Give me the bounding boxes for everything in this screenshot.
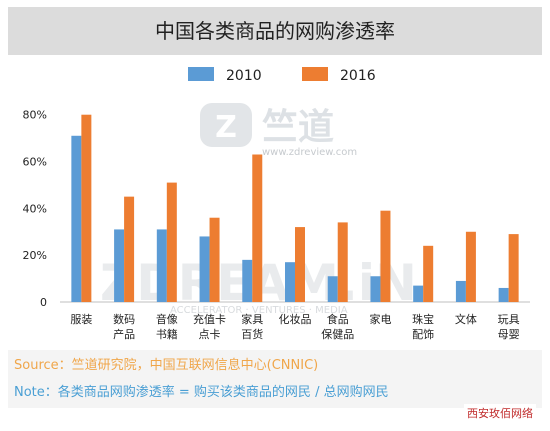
bar-2016-音像书籍 bbox=[166, 182, 177, 302]
source-note: Source：竺道研究院，中国互联网信息中心(CNNIC) bbox=[14, 358, 319, 373]
zd-logo-letter: Z bbox=[215, 110, 237, 145]
zd-logo-mark bbox=[200, 103, 252, 147]
bar-2010-玩具母婴 bbox=[498, 287, 509, 302]
bar-2010-充值卡点卡 bbox=[199, 236, 210, 302]
definition-note: Note：各类商品网购渗透率 = 购买该类商品的网民 / 总网购网民 bbox=[14, 385, 389, 400]
bar-2016-珠宝配饰 bbox=[423, 245, 434, 302]
mid-sub-watermark: ACCELERATOR · VENTURES · MEDIA bbox=[170, 305, 348, 316]
bar-2010-珠宝配饰 bbox=[413, 285, 424, 302]
x-category-label: 化妆品 bbox=[279, 312, 312, 326]
bar-chart: Z 竺道 www.zdreview.com ZDREAM.iN ACCELERA… bbox=[23, 67, 530, 341]
y-tick-label: 20% bbox=[23, 249, 47, 262]
bar-2010-家具百货 bbox=[242, 259, 253, 302]
title-bar: 中国各类商品的网购渗透率 bbox=[8, 7, 542, 55]
x-category-label: 充值卡点卡 bbox=[193, 312, 226, 341]
x-category-label: 家电 bbox=[369, 312, 391, 326]
bar-2016-数码产品 bbox=[124, 196, 135, 302]
legend-label-2010: 2010 bbox=[226, 68, 262, 84]
bar-2016-家具百货 bbox=[252, 154, 263, 302]
bars bbox=[71, 114, 519, 302]
bar-2016-服装 bbox=[81, 114, 92, 302]
y-tick-label: 60% bbox=[23, 156, 47, 169]
x-category-label: 音像书籍 bbox=[156, 312, 178, 341]
y-tick-label: 0 bbox=[40, 296, 47, 309]
footer-band bbox=[8, 350, 542, 408]
bar-2010-食品保健品 bbox=[327, 276, 338, 302]
y-tick-label: 80% bbox=[23, 109, 47, 122]
x-category-label: 玩具母婴 bbox=[498, 313, 520, 341]
bar-2016-充值卡点卡 bbox=[209, 217, 220, 302]
x-category-label: 数码产品 bbox=[113, 313, 135, 341]
legend: 2010 2016 bbox=[188, 67, 376, 84]
bar-2016-文体 bbox=[465, 231, 476, 302]
x-category-label: 食品保健品 bbox=[321, 312, 354, 341]
x-category-label: 家具百货 bbox=[241, 312, 263, 341]
bar-2010-家电 bbox=[370, 276, 381, 302]
zd-logo-watermark: Z bbox=[200, 103, 252, 147]
y-tick-label: 40% bbox=[23, 202, 47, 215]
bar-2016-家电 bbox=[380, 210, 391, 302]
x-category-label: 文体 bbox=[455, 312, 477, 326]
bar-2016-玩具母婴 bbox=[508, 234, 519, 302]
bar-2010-化妆品 bbox=[285, 262, 295, 302]
corner-watermark: 西安玫佰网络 bbox=[464, 404, 536, 422]
top-logo-watermark: 竺道 bbox=[262, 107, 334, 148]
bar-2010-音像书籍 bbox=[156, 229, 167, 302]
bar-2010-数码产品 bbox=[114, 229, 125, 302]
bar-2010-文体 bbox=[455, 280, 466, 302]
legend-swatch-2010 bbox=[188, 67, 214, 81]
bar-2016-食品保健品 bbox=[337, 222, 348, 302]
x-category-label: 珠宝配饰 bbox=[412, 312, 434, 341]
top-url-watermark: www.zdreview.com bbox=[262, 147, 357, 158]
bar-2016-化妆品 bbox=[295, 227, 305, 302]
bar-2010-服装 bbox=[71, 135, 82, 302]
x-category-label: 服装 bbox=[70, 313, 92, 326]
chart-title: 中国各类商品的网购渗透率 bbox=[155, 19, 395, 43]
legend-swatch-2016 bbox=[302, 67, 328, 81]
legend-label-2016: 2016 bbox=[340, 68, 376, 84]
